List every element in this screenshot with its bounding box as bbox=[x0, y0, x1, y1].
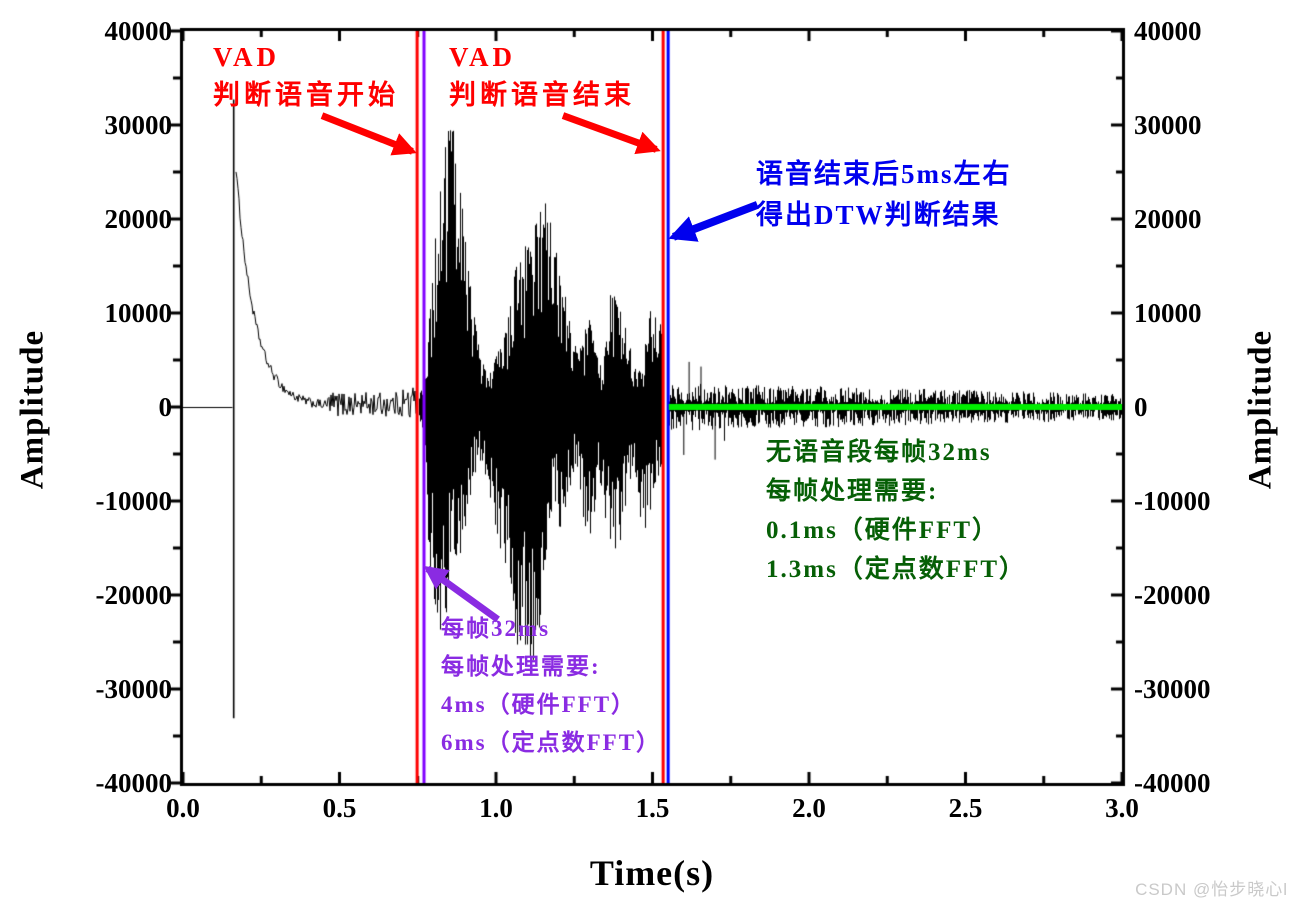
y-tick-label-right: -20000 bbox=[1134, 580, 1211, 610]
watermark: CSDN @怡步晓心l bbox=[1135, 880, 1288, 899]
annotation-frames-line1: 每帧32ms bbox=[441, 616, 551, 641]
y-tick-label-left: -30000 bbox=[95, 674, 173, 704]
y-tick-label-right: 30000 bbox=[1134, 110, 1202, 140]
y-tick-label-left: -40000 bbox=[95, 768, 173, 798]
y-tick-label-right: 10000 bbox=[1134, 298, 1202, 328]
annotation-silence-line3: 0.1ms（硬件FFT） bbox=[766, 517, 1000, 544]
y-tick-label-right: -30000 bbox=[1134, 674, 1211, 704]
annotation-vad-end-line1: VAD bbox=[449, 42, 517, 72]
y-tick-label-left: -10000 bbox=[95, 486, 173, 516]
annotation-silence-frames: 无语音段每帧32ms 每帧处理需要: 0.1ms（硬件FFT） 1.3ms（定点… bbox=[766, 433, 1026, 589]
annotation-frames-line2: 每帧处理需要: bbox=[441, 654, 601, 679]
annotation-vad-start-line1: VAD bbox=[213, 42, 281, 72]
y-tick-label-right: 0 bbox=[1134, 392, 1148, 422]
y-tick-label-left: 0 bbox=[158, 392, 173, 422]
x-tick-label: 1.0 bbox=[479, 793, 513, 823]
y-tick-label-right: -40000 bbox=[1134, 768, 1211, 798]
y-tick-label-left: 10000 bbox=[104, 298, 173, 328]
x-tick-label: 0.0 bbox=[166, 793, 200, 823]
y-tick-label-left: 30000 bbox=[104, 110, 173, 140]
annotation-vad-end: VAD 判断语音结束 bbox=[449, 38, 635, 114]
annotation-silence-line1: 无语音段每帧32ms bbox=[766, 439, 992, 466]
x-axis-label: Time(s) bbox=[589, 853, 715, 893]
x-tick-label: 2.0 bbox=[792, 793, 826, 823]
x-tick-label: 3.0 bbox=[1105, 793, 1139, 823]
annotation-speech-frames: 每帧32ms 每帧处理需要: 4ms（硬件FFT） 6ms（定点数FFT） bbox=[441, 610, 661, 762]
annotation-frames-line4: 6ms（定点数FFT） bbox=[441, 730, 662, 755]
annotation-dtw-line2: 得出DTW判断结果 bbox=[756, 200, 1001, 230]
annotation-silence-line4: 1.3ms（定点数FFT） bbox=[766, 556, 1027, 583]
x-tick-label: 2.5 bbox=[948, 793, 983, 823]
annotation-vad-start-line2: 判断语音开始 bbox=[213, 80, 399, 110]
annotation-vad-start: VAD 判断语音开始 bbox=[213, 38, 399, 114]
x-tick-label: 1.5 bbox=[635, 793, 670, 823]
y-tick-label-left: -20000 bbox=[95, 580, 173, 610]
y-tick-label-left: 40000 bbox=[104, 16, 173, 46]
y-tick-label-right: 40000 bbox=[1134, 16, 1202, 46]
annotation-frames-line3: 4ms（硬件FFT） bbox=[441, 692, 637, 717]
y-tick-label-left: 20000 bbox=[104, 204, 173, 234]
x-tick-label: 0.5 bbox=[322, 793, 357, 823]
y-tick-label-right: 20000 bbox=[1134, 204, 1202, 234]
annotation-silence-line2: 每帧处理需要: bbox=[766, 478, 939, 505]
annotation-dtw-result: 语音结束后5ms左右 得出DTW判断结果 bbox=[756, 154, 1012, 236]
annotation-dtw-line1: 语音结束后5ms左右 bbox=[756, 159, 1012, 189]
y-tick-label-right: -10000 bbox=[1134, 486, 1211, 516]
annotation-vad-end-line2: 判断语音结束 bbox=[449, 80, 635, 110]
